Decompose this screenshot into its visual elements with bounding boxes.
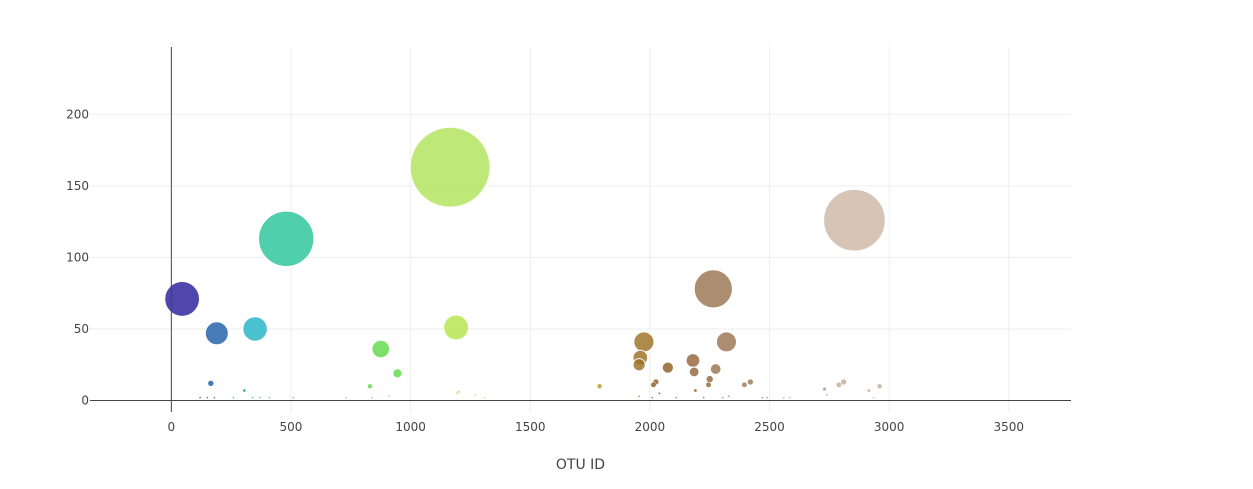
x-tick-label: 1000: [395, 420, 426, 434]
bubble-point[interactable]: [651, 396, 654, 399]
bubble-point[interactable]: [741, 381, 748, 388]
bubble-point[interactable]: [788, 396, 792, 399]
bubble-point[interactable]: [258, 210, 315, 267]
bubble-point[interactable]: [455, 391, 459, 395]
x-tick-label: 3500: [994, 420, 1025, 434]
bubble-point[interactable]: [205, 396, 209, 399]
bubble-point[interactable]: [473, 393, 477, 397]
bubble-point[interactable]: [409, 126, 491, 208]
bubble-point[interactable]: [866, 388, 871, 393]
bubble-point[interactable]: [693, 388, 698, 393]
bubble-point[interactable]: [782, 396, 786, 399]
bubble-point[interactable]: [596, 383, 603, 389]
bubble-point[interactable]: [164, 281, 201, 317]
bubble-point[interactable]: [727, 395, 731, 398]
bubble-point[interactable]: [443, 314, 470, 341]
x-axis-title: OTU ID: [556, 457, 605, 473]
bubble-point[interactable]: [825, 393, 829, 397]
bubble-point[interactable]: [705, 374, 714, 384]
bubble-point[interactable]: [258, 396, 262, 399]
x-tick-label: 0: [168, 420, 176, 434]
bubble-point[interactable]: [693, 269, 733, 309]
bubble-point[interactable]: [721, 396, 725, 399]
bubble-point[interactable]: [650, 381, 657, 388]
bubble-point[interactable]: [268, 396, 271, 399]
bubble-point[interactable]: [876, 383, 883, 389]
bubble-point[interactable]: [392, 368, 403, 379]
bubble-point[interactable]: [705, 381, 712, 388]
bubble-point[interactable]: [242, 316, 268, 342]
bubble-point[interactable]: [207, 380, 215, 387]
bubble-point[interactable]: [661, 361, 674, 374]
bubble-point[interactable]: [204, 321, 229, 346]
bubble-point[interactable]: [685, 353, 701, 368]
bubble-point[interactable]: [371, 396, 374, 399]
bubble-point[interactable]: [483, 396, 487, 399]
grid-lines: [90, 47, 1071, 412]
bubble-point[interactable]: [715, 331, 737, 353]
bubble-point[interactable]: [840, 378, 848, 386]
x-tick-label: 3000: [874, 420, 905, 434]
x-tick-label: 500: [280, 420, 303, 434]
bubble-point[interactable]: [251, 396, 254, 399]
bubble-point[interactable]: [674, 396, 678, 399]
bubble-point[interactable]: [633, 331, 655, 353]
bubble-point[interactable]: [637, 395, 641, 398]
bubble-point[interactable]: [702, 396, 705, 399]
bubble-point[interactable]: [371, 339, 391, 359]
y-tick-label: 200: [66, 107, 89, 121]
bubble-point[interactable]: [367, 383, 373, 389]
bubble-point[interactable]: [657, 391, 661, 395]
bubble-point[interactable]: [823, 188, 886, 252]
bubble-point[interactable]: [746, 378, 755, 386]
bubble-point[interactable]: [632, 358, 646, 372]
x-tick-label: 2500: [754, 420, 785, 434]
bubble-point[interactable]: [242, 388, 247, 393]
bubble-point[interactable]: [292, 396, 295, 399]
bubble-series: [164, 126, 886, 399]
y-tick-label: 0: [81, 394, 89, 408]
bubble-point[interactable]: [709, 363, 722, 375]
bubble-point[interactable]: [761, 396, 764, 399]
bubble-point[interactable]: [232, 396, 235, 399]
x-tick-label: 1500: [515, 420, 546, 434]
bubble-point[interactable]: [822, 386, 827, 392]
y-tick-label: 150: [66, 179, 89, 193]
bubble-point[interactable]: [387, 395, 391, 398]
bubble-point[interactable]: [835, 381, 842, 388]
axes: [90, 47, 1071, 412]
bubble-point[interactable]: [688, 366, 700, 378]
x-tick-label: 2000: [635, 420, 666, 434]
tick-labels: 0 500 1000 1500 2000 2500 3000 3500 0 50 100 150 200: [66, 107, 1024, 434]
bubble-point[interactable]: [765, 396, 769, 399]
bubble-point[interactable]: [872, 396, 875, 399]
y-tick-label: 100: [66, 250, 89, 264]
bubble-point[interactable]: [213, 396, 216, 399]
bubble-point[interactable]: [198, 396, 202, 399]
y-tick-label: 50: [74, 322, 89, 336]
bubble-point[interactable]: [344, 396, 348, 399]
